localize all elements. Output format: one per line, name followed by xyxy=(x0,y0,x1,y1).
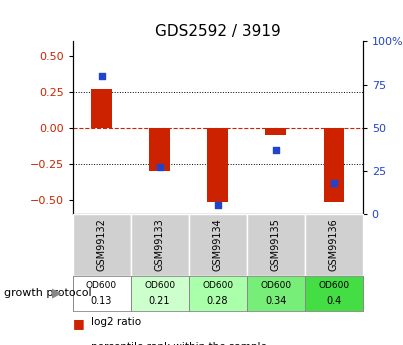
Text: 0.34: 0.34 xyxy=(265,296,287,306)
Text: ■: ■ xyxy=(73,317,88,331)
Text: growth protocol: growth protocol xyxy=(4,288,91,298)
Text: GSM99135: GSM99135 xyxy=(271,218,280,272)
Bar xyxy=(131,214,189,276)
Bar xyxy=(73,214,131,276)
Text: 0.4: 0.4 xyxy=(326,296,341,306)
Bar xyxy=(91,89,112,128)
Text: OD600: OD600 xyxy=(202,281,233,290)
Bar xyxy=(247,214,305,276)
Text: GSM99134: GSM99134 xyxy=(213,219,222,271)
Text: OD600: OD600 xyxy=(318,281,349,290)
Bar xyxy=(247,276,305,310)
Bar xyxy=(305,276,363,310)
Point xyxy=(214,203,221,208)
Point xyxy=(330,180,337,186)
Text: GSM99133: GSM99133 xyxy=(155,219,164,271)
Text: OD600: OD600 xyxy=(144,281,175,290)
Bar xyxy=(189,214,247,276)
Bar xyxy=(150,128,170,171)
Text: GSM99132: GSM99132 xyxy=(97,218,106,272)
Text: 0.21: 0.21 xyxy=(149,296,170,306)
Text: OD600: OD600 xyxy=(260,281,291,290)
Text: percentile rank within the sample: percentile rank within the sample xyxy=(91,342,266,345)
Bar xyxy=(266,128,286,135)
Bar xyxy=(208,128,228,203)
Bar xyxy=(324,128,344,203)
Bar xyxy=(189,276,247,310)
Text: ■: ■ xyxy=(73,342,88,345)
Text: GSM99136: GSM99136 xyxy=(329,219,339,271)
Bar xyxy=(305,214,363,276)
Point xyxy=(98,73,105,79)
Point xyxy=(156,165,163,170)
Text: 0.13: 0.13 xyxy=(91,296,112,306)
Bar xyxy=(131,276,189,310)
Text: 0.28: 0.28 xyxy=(207,296,229,306)
Text: OD600: OD600 xyxy=(86,281,117,290)
Text: ▶: ▶ xyxy=(52,287,61,300)
Bar xyxy=(73,276,131,310)
Title: GDS2592 / 3919: GDS2592 / 3919 xyxy=(155,24,280,39)
Text: log2 ratio: log2 ratio xyxy=(91,317,141,327)
Point xyxy=(272,147,279,153)
